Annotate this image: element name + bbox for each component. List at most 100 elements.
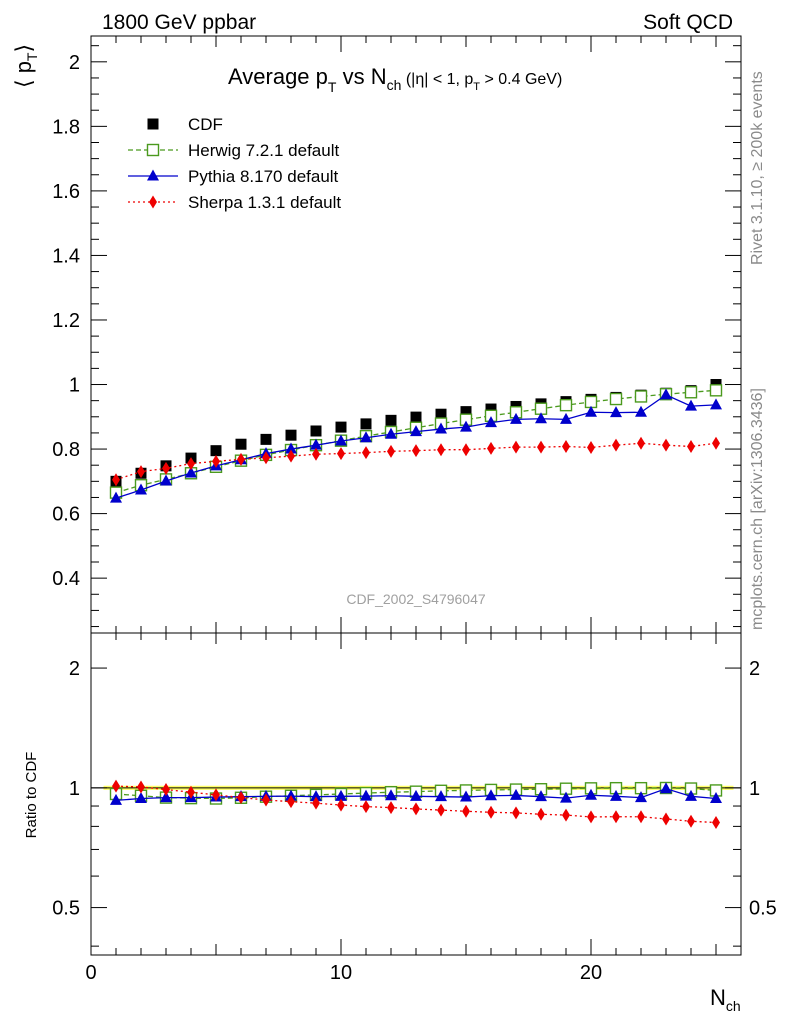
main-point-pythia-8-170-default	[335, 434, 347, 446]
main-y-tick-label: 1.6	[52, 181, 80, 203]
main-point-sherpa-1-3-1-default	[187, 457, 195, 471]
ratio-point-pythia-8-170-default	[360, 789, 372, 801]
ratio-point-sherpa-1-3-1-default	[137, 780, 145, 794]
ratio-point-pythia-8-170-default	[285, 789, 297, 801]
x-label-main: N	[710, 985, 726, 1010]
ratio-point-pythia-8-170-default	[460, 790, 472, 802]
ratio-point-sherpa-1-3-1-default	[487, 805, 495, 819]
title-sub-1: T	[328, 79, 337, 95]
main-point-sherpa-1-3-1-default	[437, 443, 445, 457]
ratio-point-pythia-8-170-default	[335, 789, 347, 801]
ratio-point-pythia-8-170-default	[585, 788, 597, 800]
ratio-point-sherpa-1-3-1-default	[437, 803, 445, 817]
main-point-herwig-7-2-1-default	[634, 390, 648, 403]
main-point-sherpa-1-3-1-default	[387, 444, 395, 458]
main-point-sherpa-1-3-1-default	[512, 440, 520, 454]
main-point-sherpa-1-3-1-default	[537, 440, 545, 454]
main-y-axis: 0.4 0.6 0.8 1 1.2 1.4 1.6 1.8 2	[52, 45, 741, 628]
main-point-cdf	[310, 425, 322, 437]
legend-label-pythia-8-170-default: Pythia 8.170 default	[188, 167, 339, 186]
main-point-pythia-8-170-default	[710, 398, 722, 410]
ratio-point-pythia-8-170-default	[385, 789, 397, 801]
ratio-point-sherpa-1-3-1-default	[537, 807, 545, 821]
ratio-point-sherpa-1-3-1-default	[312, 796, 320, 810]
ratio-point-sherpa-1-3-1-default	[212, 788, 220, 802]
main-y-label: ⟨ pT⟩	[11, 44, 40, 88]
main-point-pythia-8-170-default	[110, 491, 122, 503]
ratio-point-sherpa-1-3-1-default	[112, 779, 120, 793]
analysis-id-label: CDF_2002_S4796047	[346, 591, 486, 607]
main-point-cdf	[335, 421, 347, 433]
x-label-sub: ch	[726, 998, 741, 1014]
main-point-pythia-8-170-default	[635, 405, 647, 417]
main-series-layer	[109, 379, 723, 503]
ratio-point-sherpa-1-3-1-default	[612, 810, 620, 824]
ratio-point-pythia-8-170-default	[110, 793, 122, 805]
ratio-point-sherpa-1-3-1-default	[187, 785, 195, 799]
ratio-point-sherpa-1-3-1-default	[687, 814, 695, 828]
main-y-tick-label: 1	[69, 375, 80, 397]
ratio-point-sherpa-1-3-1-default	[562, 808, 570, 822]
main-point-pythia-8-170-default	[510, 412, 522, 424]
legend-marker-cdf	[147, 118, 159, 130]
ratio-point-sherpa-1-3-1-default	[412, 802, 420, 816]
main-y-tick-label: 0.6	[52, 504, 80, 526]
main-point-sherpa-1-3-1-default	[487, 441, 495, 455]
main-point-sherpa-1-3-1-default	[712, 436, 720, 450]
legend-label-cdf: CDF	[188, 115, 223, 134]
main-point-sherpa-1-3-1-default	[287, 449, 295, 463]
ratio-y-tick-label-right: 2	[749, 658, 760, 680]
main-point-sherpa-1-3-1-default	[687, 439, 695, 453]
main-point-cdf	[285, 429, 297, 441]
ratio-point-pythia-8-170-default	[635, 791, 647, 803]
main-point-sherpa-1-3-1-default	[412, 444, 420, 458]
main-point-pythia-8-170-default	[535, 412, 547, 424]
ratio-series-layer	[109, 779, 723, 830]
legend-marker-pythia-8-170-default	[147, 169, 159, 181]
ratio-point-sherpa-1-3-1-default	[262, 793, 270, 807]
main-point-herwig-7-2-1-default	[709, 384, 723, 397]
main-point-sherpa-1-3-1-default	[637, 436, 645, 450]
title-cut-sub: T	[473, 81, 480, 93]
main-y-tick-label: 1.8	[52, 116, 80, 138]
main-point-pythia-8-170-default	[285, 442, 297, 454]
ratio-point-pythia-8-170-default	[135, 792, 147, 804]
main-point-sherpa-1-3-1-default	[662, 438, 670, 452]
x-tick-label: 0	[85, 962, 96, 984]
main-point-cdf	[485, 403, 497, 415]
category-label: Soft QCD	[643, 11, 733, 34]
legend-marker-sherpa-1-3-1-default	[149, 195, 157, 209]
ratio-point-pythia-8-170-default	[685, 789, 697, 801]
main-point-sherpa-1-3-1-default	[362, 446, 370, 460]
main-point-sherpa-1-3-1-default	[562, 439, 570, 453]
main-point-pythia-8-170-default	[660, 388, 672, 400]
main-point-sherpa-1-3-1-default	[162, 461, 170, 475]
ratio-point-sherpa-1-3-1-default	[462, 804, 470, 818]
x-tick-label: 20	[580, 962, 602, 984]
ratio-point-pythia-8-170-default	[710, 792, 722, 804]
ratio-point-sherpa-1-3-1-default	[337, 798, 345, 812]
main-y-tick-label: 0.8	[52, 439, 80, 461]
legend-label-sherpa-1-3-1-default: Sherpa 1.3.1 default	[188, 193, 341, 212]
main-point-cdf	[260, 433, 272, 445]
title-cut-b: > 0.4 GeV)	[480, 71, 562, 88]
y-label-close: ⟩	[11, 44, 36, 53]
x-tick-label: 10	[330, 962, 352, 984]
title-part-1: Average p	[228, 64, 328, 89]
ratio-y-tick-label: 1	[69, 778, 80, 800]
x-axis-label: Nch	[710, 985, 741, 1014]
ratio-point-pythia-8-170-default	[535, 790, 547, 802]
main-point-cdf	[235, 438, 247, 450]
ratio-y-tick-label: 2	[69, 658, 80, 680]
main-point-pythia-8-170-default	[460, 420, 472, 432]
ratio-panel: 0.5 0.5 1 1 2 2 0 10 20 Ratio to CDF Nch	[23, 632, 777, 1014]
legend-marker-herwig-7-2-1-default	[146, 143, 160, 157]
main-point-pythia-8-170-default	[310, 438, 322, 450]
main-y-tick-label: 1.2	[52, 310, 80, 332]
main-x-ticks	[90, 36, 742, 633]
main-point-pythia-8-170-default	[360, 431, 372, 443]
ratio-point-pythia-8-170-default	[485, 789, 497, 801]
main-point-herwig-7-2-1-default	[559, 398, 573, 412]
main-point-sherpa-1-3-1-default	[612, 438, 620, 452]
main-point-herwig-7-2-1-default	[609, 392, 623, 406]
